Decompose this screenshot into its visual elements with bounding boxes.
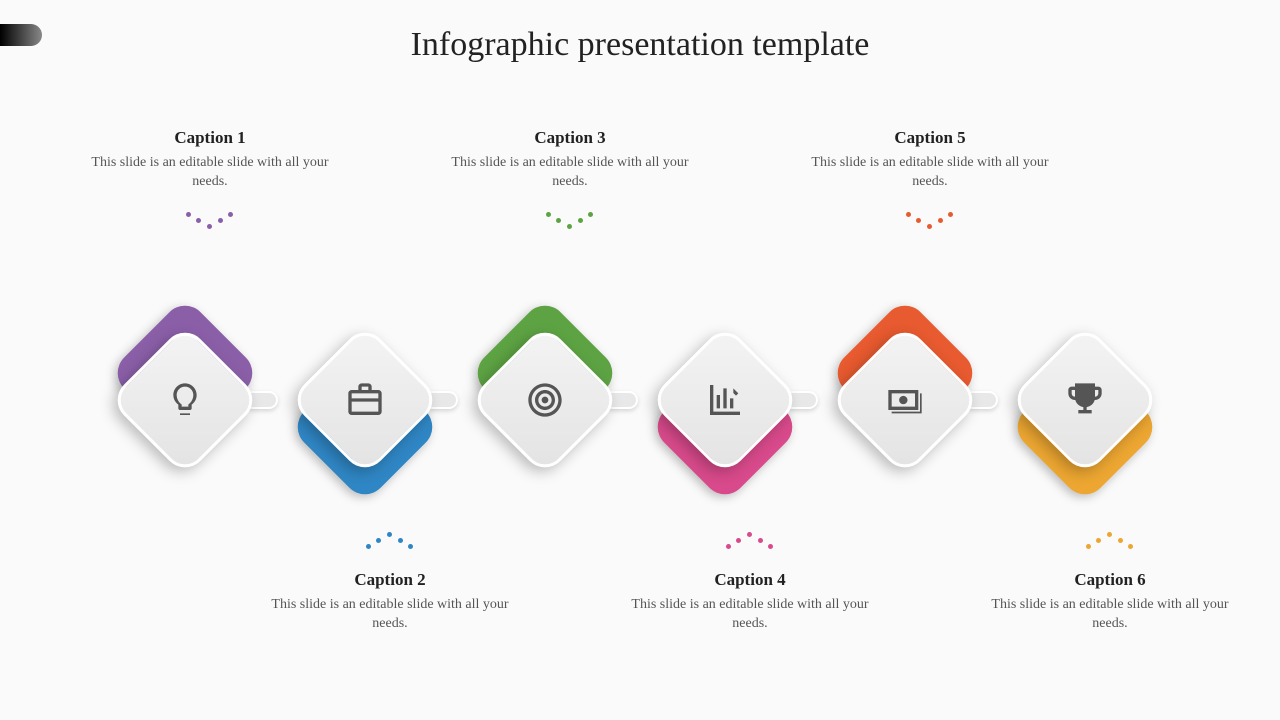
caption-2-title: Caption 2 (270, 570, 510, 590)
caption-3-title: Caption 3 (450, 128, 690, 148)
dots-1 (180, 210, 240, 234)
caption-3-desc: This slide is an editable slide with all… (450, 154, 690, 192)
money-icon (830, 325, 980, 475)
caption-1: Caption 1 This slide is an editable slid… (90, 128, 330, 192)
lightbulb-icon (110, 325, 260, 475)
caption-2: Caption 2 This slide is an editable slid… (270, 570, 510, 634)
dots-3 (540, 210, 600, 234)
caption-6: Caption 6 This slide is an editable slid… (990, 570, 1230, 634)
target-icon (470, 325, 620, 475)
caption-4-title: Caption 4 (630, 570, 870, 590)
caption-6-desc: This slide is an editable slide with all… (990, 596, 1230, 634)
node-3 (470, 325, 620, 475)
dots-4 (720, 530, 780, 554)
caption-5-title: Caption 5 (810, 128, 1050, 148)
page-title: Infographic presentation template (0, 26, 1280, 64)
node-4 (650, 325, 800, 475)
trophy-icon (1010, 325, 1160, 475)
caption-6-title: Caption 6 (990, 570, 1230, 590)
caption-3: Caption 3 This slide is an editable slid… (450, 128, 690, 192)
node-6 (1010, 325, 1160, 475)
caption-4-desc: This slide is an editable slide with all… (630, 596, 870, 634)
dots-6 (1080, 530, 1140, 554)
node-1 (110, 325, 260, 475)
caption-1-title: Caption 1 (90, 128, 330, 148)
briefcase-icon (290, 325, 440, 475)
chart-icon (650, 325, 800, 475)
caption-5-desc: This slide is an editable slide with all… (810, 154, 1050, 192)
dots-2 (360, 530, 420, 554)
caption-4: Caption 4 This slide is an editable slid… (630, 570, 870, 634)
caption-5: Caption 5 This slide is an editable slid… (810, 128, 1050, 192)
node-5 (830, 325, 980, 475)
caption-1-desc: This slide is an editable slide with all… (90, 154, 330, 192)
dots-5 (900, 210, 960, 234)
node-2 (290, 325, 440, 475)
caption-2-desc: This slide is an editable slide with all… (270, 596, 510, 634)
